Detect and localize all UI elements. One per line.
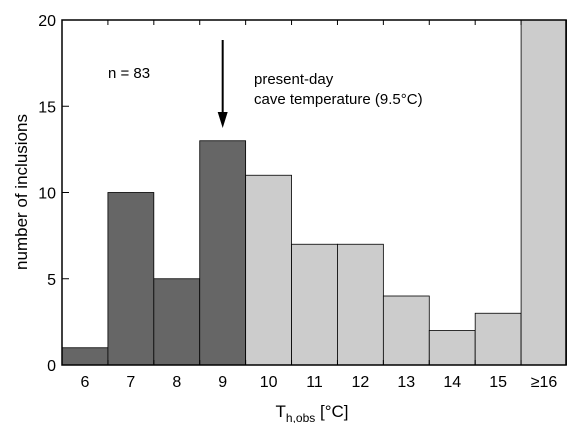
x-axis-label-unit: [°C] (315, 402, 348, 421)
bar-10 (520, 19, 567, 366)
bar-8 (428, 330, 476, 366)
x-tick-label: 13 (397, 374, 415, 391)
bar-5 (291, 243, 338, 366)
x-tick-label: 7 (126, 374, 135, 391)
bar-3 (199, 140, 247, 366)
y-axis-label: number of inclusions (12, 114, 31, 270)
y-tick-label: 20 (38, 13, 56, 30)
plot-frame (61, 19, 567, 366)
bars-group (61, 19, 567, 366)
x-tick-label: ≥16 (531, 374, 558, 391)
ticks-group: 6 7 8 9 10 11 12 13 14 15 ≥16 0 5 10 15 20 (38, 13, 557, 391)
x-tick-label: 6 (81, 374, 90, 391)
x-axis-label: Th,obs [°C] (276, 402, 349, 423)
bar-9 (474, 312, 522, 366)
y-tick-label: 15 (38, 99, 56, 116)
y-tick-label: 0 (47, 358, 56, 375)
bar-0 (61, 347, 109, 366)
x-tick-label: 12 (352, 374, 370, 391)
arrow-annotation-line1: present-day (254, 71, 334, 88)
x-tick-label: 8 (172, 374, 181, 391)
y-tick-label: 10 (38, 186, 56, 203)
x-tick-label: 11 (306, 374, 323, 391)
arrow-annotation-line2: cave temperature (9.5°C) (254, 91, 423, 108)
y-tick-label: 5 (47, 272, 56, 289)
x-tick-label: 9 (218, 374, 227, 391)
x-tick-label: 14 (443, 374, 461, 391)
bar-1 (107, 192, 155, 366)
bar-6 (337, 243, 384, 366)
bar-2 (153, 278, 201, 366)
x-axis-label-main: T (276, 402, 286, 421)
x-tick-label: 10 (260, 374, 278, 391)
bar-7 (382, 295, 430, 366)
bar-4 (245, 174, 292, 366)
arrow-head (217, 112, 228, 128)
sample-size-annotation: n = 83 (108, 65, 150, 82)
x-tick-label: 15 (489, 374, 507, 391)
x-axis-label-subscript: h,obs (286, 411, 315, 423)
